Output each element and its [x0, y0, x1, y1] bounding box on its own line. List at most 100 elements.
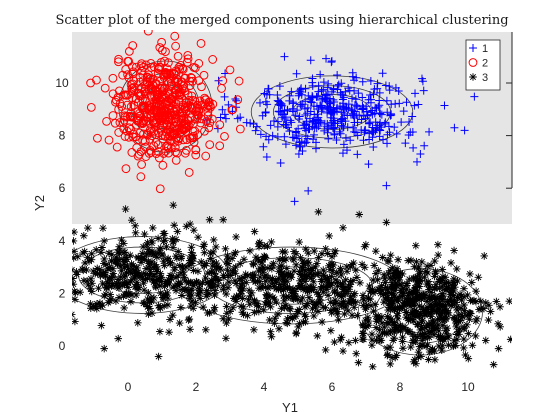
data-point	[414, 348, 423, 356]
data-point	[434, 251, 442, 259]
data-point	[349, 276, 357, 285]
data-point	[323, 83, 332, 92]
data-point	[202, 259, 211, 268]
data-point	[397, 118, 406, 127]
data-point	[156, 269, 165, 278]
data-point	[115, 293, 123, 302]
data-point	[414, 353, 423, 361]
data-point	[460, 306, 469, 315]
y-tick-label: 8	[59, 129, 66, 143]
data-point	[486, 307, 495, 316]
data-point	[185, 81, 195, 91]
data-point	[292, 312, 300, 321]
data-point	[393, 264, 401, 273]
data-point	[209, 258, 217, 266]
data-point	[434, 321, 443, 329]
data-point	[382, 293, 391, 302]
data-point	[159, 229, 168, 238]
data-point	[194, 76, 204, 86]
data-point	[107, 257, 116, 265]
data-point	[459, 344, 468, 352]
data-point	[427, 261, 435, 270]
data-point	[139, 279, 148, 287]
data-point	[366, 98, 375, 107]
data-point	[163, 125, 172, 135]
data-point	[350, 76, 359, 85]
data-point	[189, 251, 198, 260]
data-point	[392, 351, 401, 360]
data-point	[183, 54, 193, 64]
data-point	[373, 276, 382, 284]
data-point	[121, 164, 131, 174]
upper-axes-background	[72, 32, 512, 224]
data-point	[286, 116, 295, 125]
data-point	[231, 248, 240, 257]
data-point	[325, 261, 333, 270]
data-point	[388, 263, 397, 272]
data-point	[108, 111, 118, 120]
data-point	[129, 82, 139, 92]
data-point	[234, 76, 244, 86]
data-point	[380, 298, 388, 307]
data-point	[123, 291, 131, 299]
data-point	[422, 321, 431, 330]
data-point	[386, 343, 395, 351]
data-point	[309, 116, 318, 125]
data-point	[134, 285, 142, 294]
data-point	[202, 325, 210, 334]
data-point	[379, 135, 388, 144]
data-point	[480, 304, 488, 313]
data-point	[318, 249, 326, 258]
data-point	[437, 314, 446, 323]
data-point	[461, 351, 470, 359]
data-point	[97, 302, 105, 311]
y-tick-label: 4	[59, 234, 66, 248]
data-point	[296, 297, 305, 305]
data-point	[422, 291, 430, 299]
data-point	[134, 268, 142, 277]
data-point	[390, 318, 399, 327]
data-point	[128, 83, 137, 93]
data-point	[186, 220, 194, 228]
data-point	[409, 288, 417, 296]
data-point	[211, 272, 220, 281]
data-point	[409, 338, 417, 347]
data-point	[295, 238, 304, 246]
data-point	[127, 297, 135, 306]
data-point	[296, 142, 305, 151]
data-point	[60, 259, 68, 267]
data-point	[302, 245, 310, 253]
data-point	[253, 299, 261, 308]
data-point	[412, 294, 421, 303]
data-point	[463, 311, 471, 320]
data-point	[325, 232, 334, 240]
data-point	[143, 30, 153, 36]
data-point	[80, 276, 88, 285]
data-point	[151, 118, 161, 127]
data-point	[200, 240, 208, 249]
data-point	[205, 215, 214, 224]
data-point	[444, 309, 453, 317]
data-point	[404, 256, 412, 265]
data-point	[384, 288, 392, 297]
data-point	[414, 263, 423, 271]
data-point	[93, 133, 102, 143]
data-point	[308, 74, 317, 83]
data-point	[156, 244, 165, 252]
data-point	[390, 334, 398, 342]
data-point	[402, 285, 411, 293]
data-point	[450, 246, 458, 255]
data-point	[358, 101, 367, 110]
data-point	[418, 258, 426, 266]
data-point	[425, 328, 433, 336]
data-point	[324, 291, 332, 300]
data-point	[362, 107, 371, 116]
data-point	[363, 301, 371, 310]
data-point	[442, 284, 451, 292]
data-point	[137, 258, 145, 267]
data-point	[342, 146, 351, 155]
data-point	[185, 294, 194, 303]
data-point	[300, 310, 309, 319]
data-point	[384, 269, 393, 277]
data-point	[335, 127, 344, 136]
